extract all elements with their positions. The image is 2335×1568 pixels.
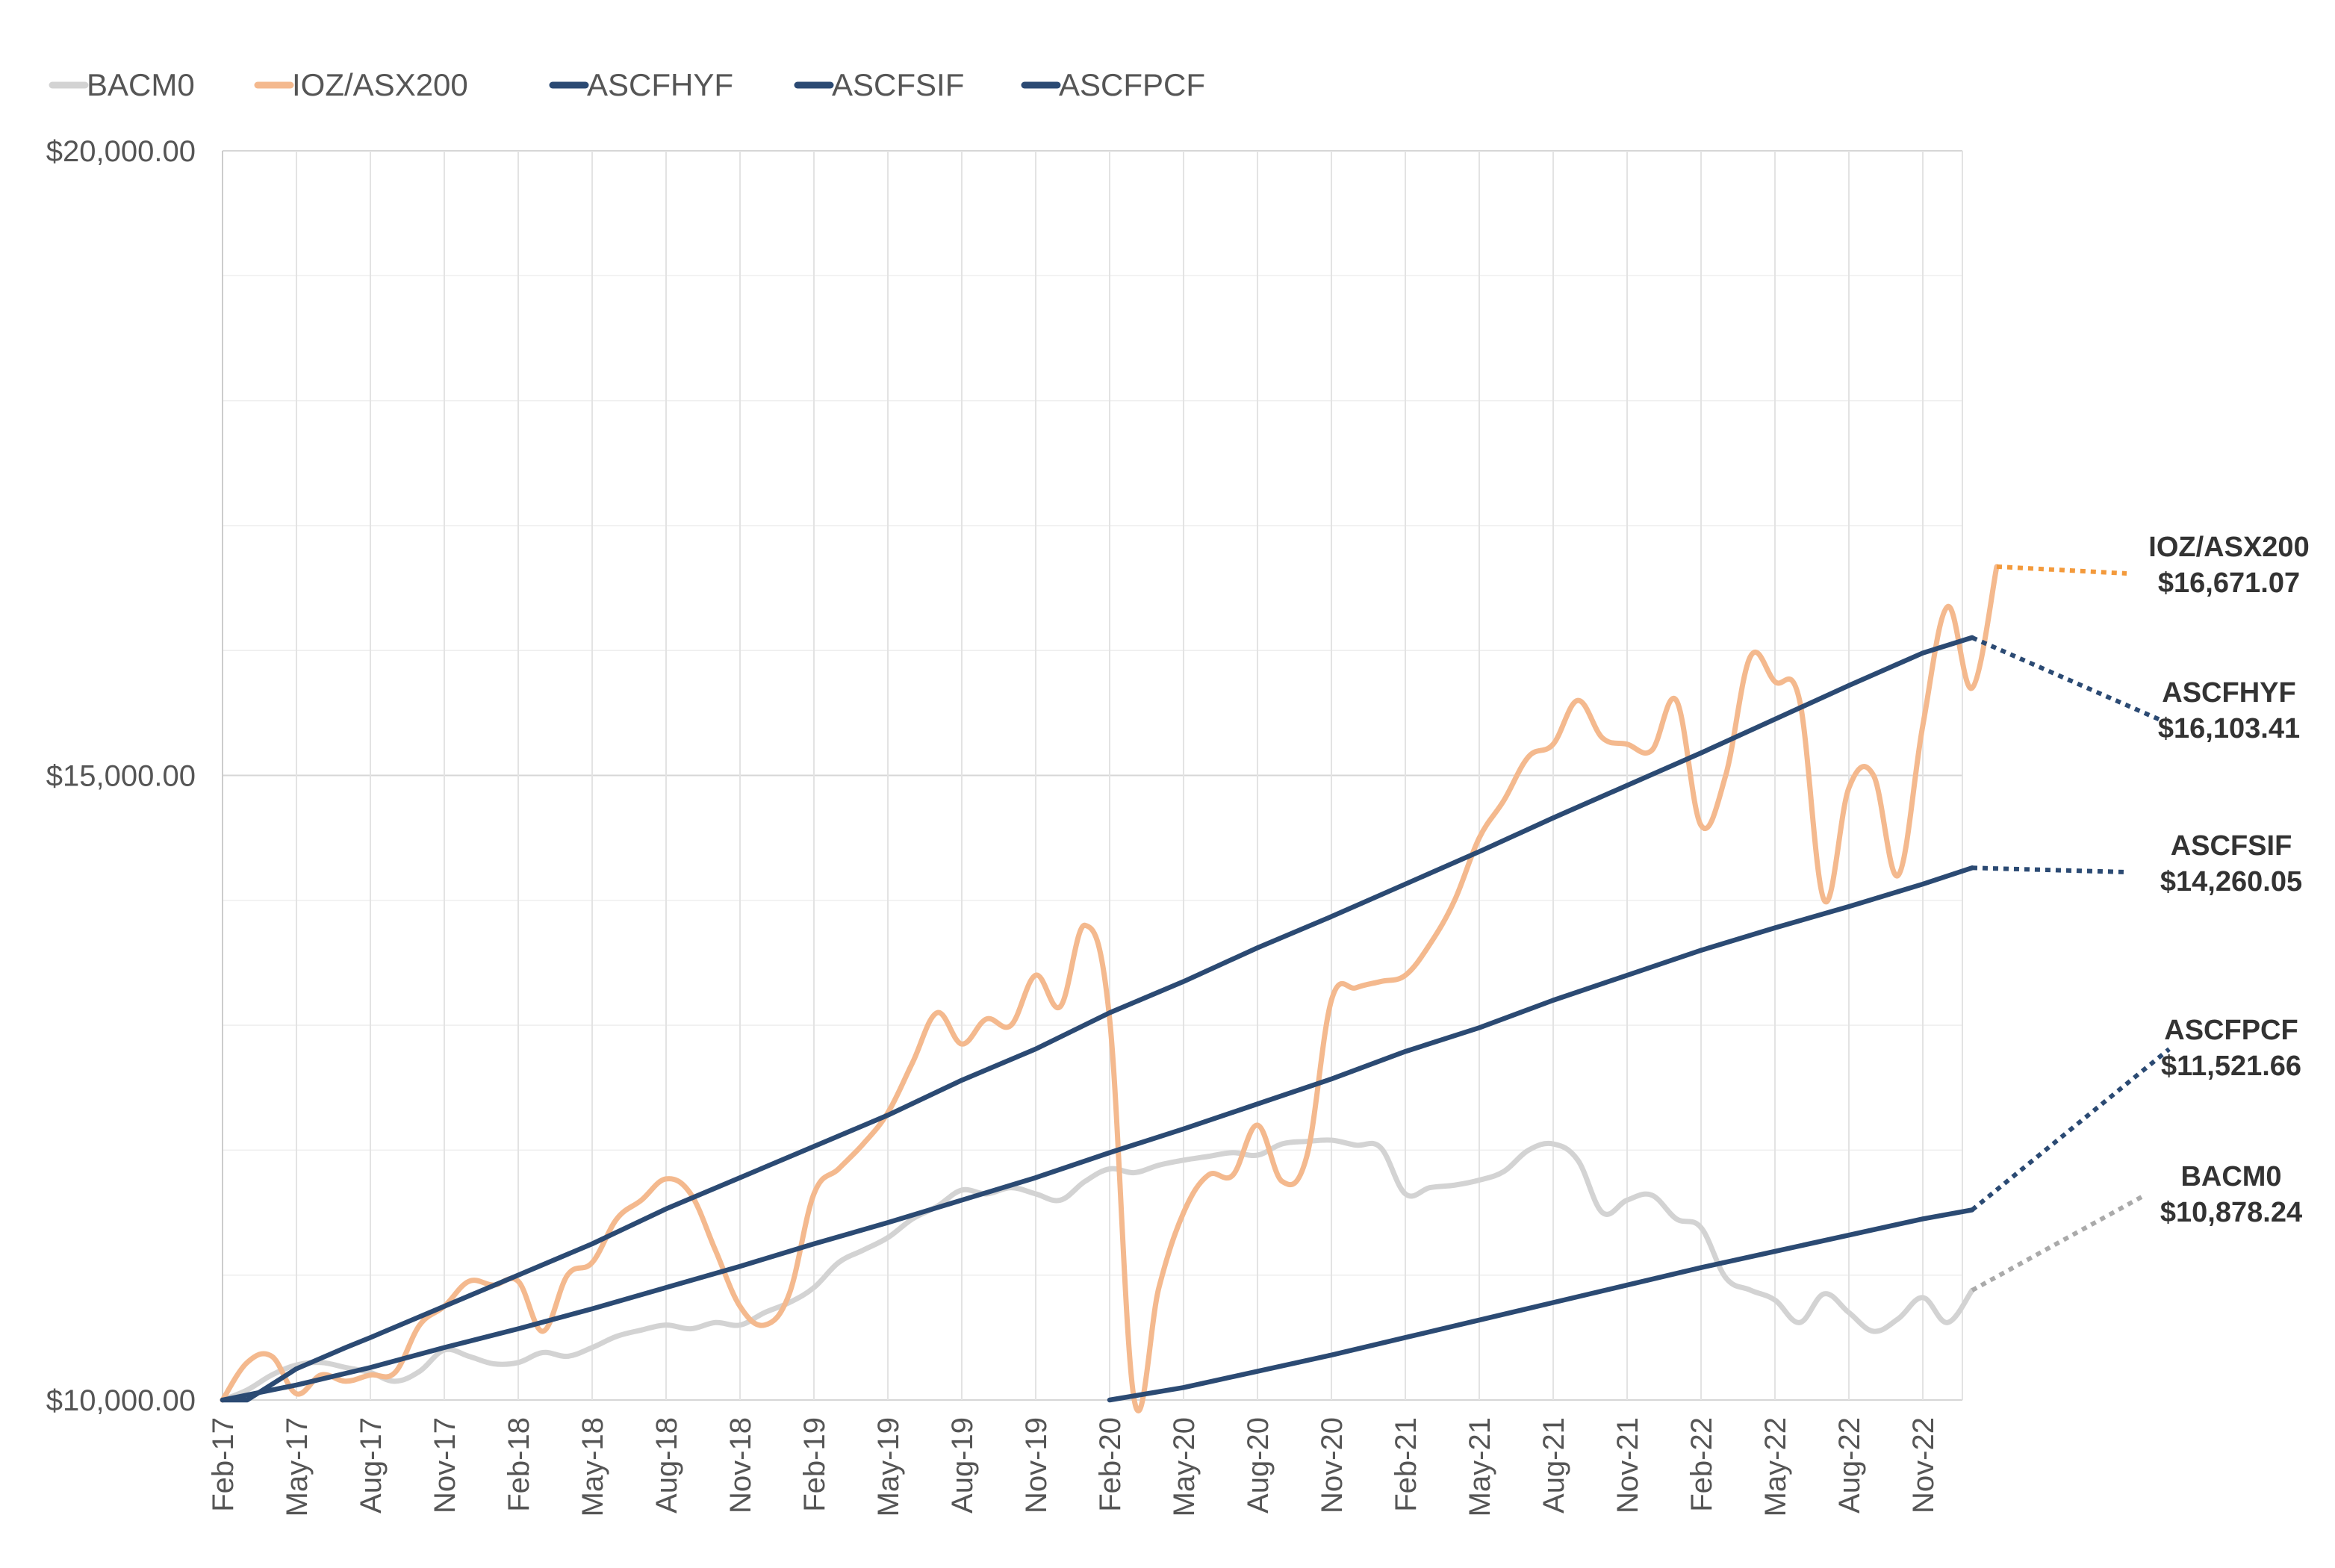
end-label-value: $16,671.07 bbox=[2158, 567, 2300, 599]
x-tick-label: Feb-18 bbox=[503, 1417, 535, 1512]
end-label-leader bbox=[1996, 564, 2127, 576]
end-label-leaders bbox=[1971, 564, 2171, 1292]
series-line-bacm0 bbox=[220, 1137, 1975, 1403]
x-tick-label: Aug-21 bbox=[1538, 1417, 1570, 1513]
x-tick-label: Feb-17 bbox=[207, 1417, 240, 1512]
x-tick-label: Nov-22 bbox=[1907, 1417, 1940, 1513]
series-line-ascfpcf bbox=[1107, 1207, 1975, 1403]
end-label-leader bbox=[1971, 1047, 2171, 1212]
end-label-leader bbox=[1971, 865, 2127, 874]
legend-item-ascfsif[interactable]: ASCFSIF bbox=[794, 67, 964, 102]
x-tick-label: Feb-20 bbox=[1094, 1417, 1127, 1512]
x-tick-label: May-18 bbox=[576, 1417, 609, 1516]
y-axis-ticks: $10,000.00 $15,000.00 $20,000.00 bbox=[46, 135, 196, 1417]
end-label-value: $11,521.66 bbox=[2161, 1051, 2301, 1082]
x-tick-label: May-21 bbox=[1464, 1417, 1496, 1516]
x-tick-label: May-19 bbox=[872, 1417, 905, 1516]
legend-item-ioz-asx200[interactable]: IOZ/ASX200 bbox=[254, 67, 468, 102]
x-tick-label: Nov-20 bbox=[1316, 1417, 1349, 1513]
x-tick-label: Aug-17 bbox=[355, 1417, 388, 1513]
y-tick-label: $15,000.00 bbox=[46, 760, 196, 793]
x-tick-label: Nov-18 bbox=[724, 1417, 757, 1513]
end-label-value: $14,260.05 bbox=[2160, 866, 2302, 897]
legend-label: ASCFSIF bbox=[832, 67, 964, 102]
gridlines bbox=[222, 150, 1963, 1401]
end-label-leader bbox=[1971, 1194, 2145, 1292]
x-tick-label: Feb-19 bbox=[798, 1417, 831, 1512]
y-tick-label: $10,000.00 bbox=[46, 1384, 196, 1417]
legend-label: ASCFHYF bbox=[587, 67, 733, 102]
x-tick-label: Aug-18 bbox=[650, 1417, 683, 1513]
legend-item-ascfhyf[interactable]: ASCFHYF bbox=[549, 67, 733, 102]
legend-label: ASCFPCF bbox=[1059, 67, 1205, 102]
end-label-name: ASCFHYF bbox=[2162, 677, 2295, 709]
x-tick-label: Aug-20 bbox=[1242, 1417, 1275, 1513]
x-tick-label: May-20 bbox=[1168, 1417, 1201, 1516]
series-line-ascfhyf bbox=[220, 635, 1975, 1403]
end-label-name: BACM0 bbox=[2180, 1161, 2281, 1192]
legend-label: IOZ/ASX200 bbox=[292, 67, 468, 102]
y-tick-label: $20,000.00 bbox=[46, 135, 196, 168]
end-label-name: ASCFPCF bbox=[2164, 1015, 2298, 1046]
end-label-value: $10,878.24 bbox=[2160, 1197, 2302, 1228]
x-tick-label: May-17 bbox=[281, 1417, 314, 1516]
series-line-ioz-asx200 bbox=[220, 564, 2000, 1413]
x-tick-label: Feb-22 bbox=[1685, 1417, 1718, 1512]
end-label-name: IOZ/ASX200 bbox=[2148, 532, 2309, 563]
legend-item-ascfpcf[interactable]: ASCFPCF bbox=[1021, 67, 1205, 102]
end-label-name: ASCFSIF bbox=[2171, 830, 2292, 862]
x-tick-label: May-22 bbox=[1759, 1417, 1792, 1516]
x-tick-label: Nov-19 bbox=[1020, 1417, 1053, 1513]
end-labels: BACM0 $10,878.24 IOZ/ASX200 $16,671.07 ASCFH… bbox=[2148, 532, 2309, 1228]
x-tick-label: Nov-21 bbox=[1611, 1417, 1644, 1513]
x-tick-label: Nov-17 bbox=[429, 1417, 461, 1513]
series-lines bbox=[220, 564, 2000, 1413]
legend: BACM0 IOZ/ASX200 ASCFHYF ASCFSIF ASCFPCF bbox=[49, 67, 1205, 102]
series-line-ascfsif bbox=[220, 865, 1975, 1403]
end-label-value: $16,103.41 bbox=[2158, 713, 2300, 744]
x-tick-label: Aug-22 bbox=[1833, 1417, 1866, 1513]
x-axis-ticks: Feb-17 May-17 Aug-17 Nov-17 Feb-18 May-18 Aug-… bbox=[207, 1417, 1940, 1516]
x-tick-label: Feb-21 bbox=[1390, 1417, 1423, 1512]
legend-item-bacm0[interactable]: BACM0 bbox=[49, 67, 195, 102]
legend-label: BACM0 bbox=[87, 67, 195, 102]
x-tick-label: Aug-19 bbox=[946, 1417, 979, 1513]
end-label-leader bbox=[1971, 635, 2163, 723]
